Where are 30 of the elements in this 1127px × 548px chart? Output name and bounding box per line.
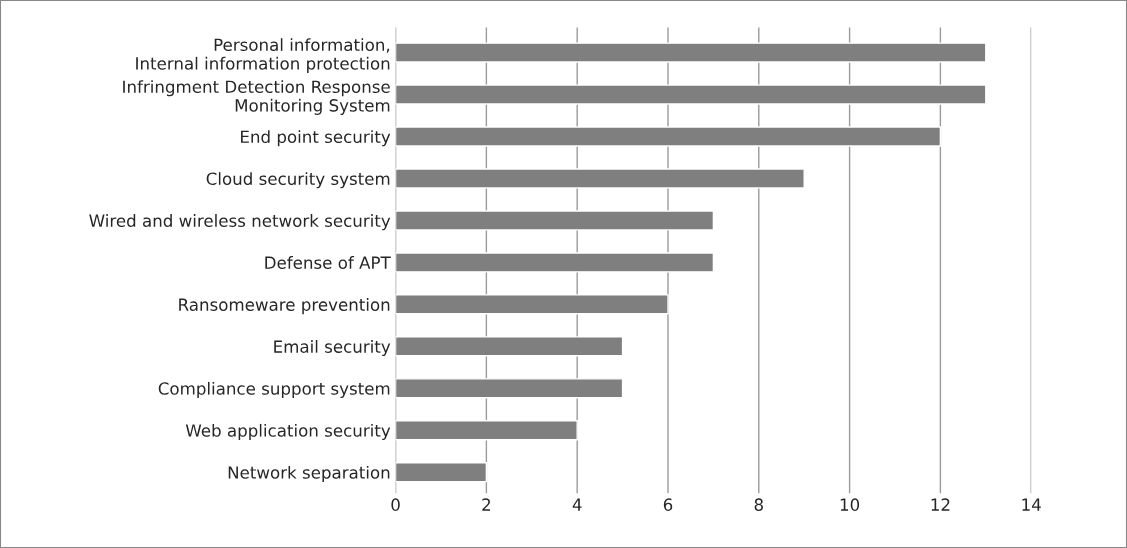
x-tick-label: 14 [1022, 498, 1041, 511]
y-tick-label: Infringment Detection Response Monitoring System [123, 80, 390, 115]
x-tick-label: 0 [391, 498, 400, 511]
y-tick-label: Defense of APT [265, 256, 391, 269]
bar [395, 210, 715, 231]
bar [395, 126, 942, 147]
y-tick-label: End point security [241, 130, 391, 147]
y-tick-label: Compliance support system [158, 381, 390, 399]
bar [395, 462, 488, 483]
bar [395, 252, 715, 273]
bar [395, 42, 987, 63]
bar [395, 336, 624, 357]
y-tick-label: Wired and wireless network security [89, 214, 391, 231]
bar [395, 420, 578, 441]
x-tick-label: 8 [754, 498, 763, 511]
y-tick-label: Web application security [185, 423, 391, 441]
x-tick-label: 10 [840, 498, 860, 511]
bar [395, 294, 669, 315]
y-tick-label: Email security [274, 339, 391, 357]
y-tick-label: Cloud security system [206, 172, 390, 189]
y-tick-label: Network separation [228, 465, 390, 483]
x-tick-label: 12 [931, 498, 950, 511]
x-tick-label: 4 [572, 498, 582, 511]
bar [395, 168, 805, 189]
y-tick-label: Personal information, Internal information protection [136, 38, 390, 73]
bar [395, 84, 987, 105]
x-tick-label: 6 [663, 498, 673, 511]
bar [395, 378, 624, 399]
x-tick-label: 2 [482, 498, 491, 511]
y-tick-label: Ransomeware prevention [179, 298, 390, 315]
